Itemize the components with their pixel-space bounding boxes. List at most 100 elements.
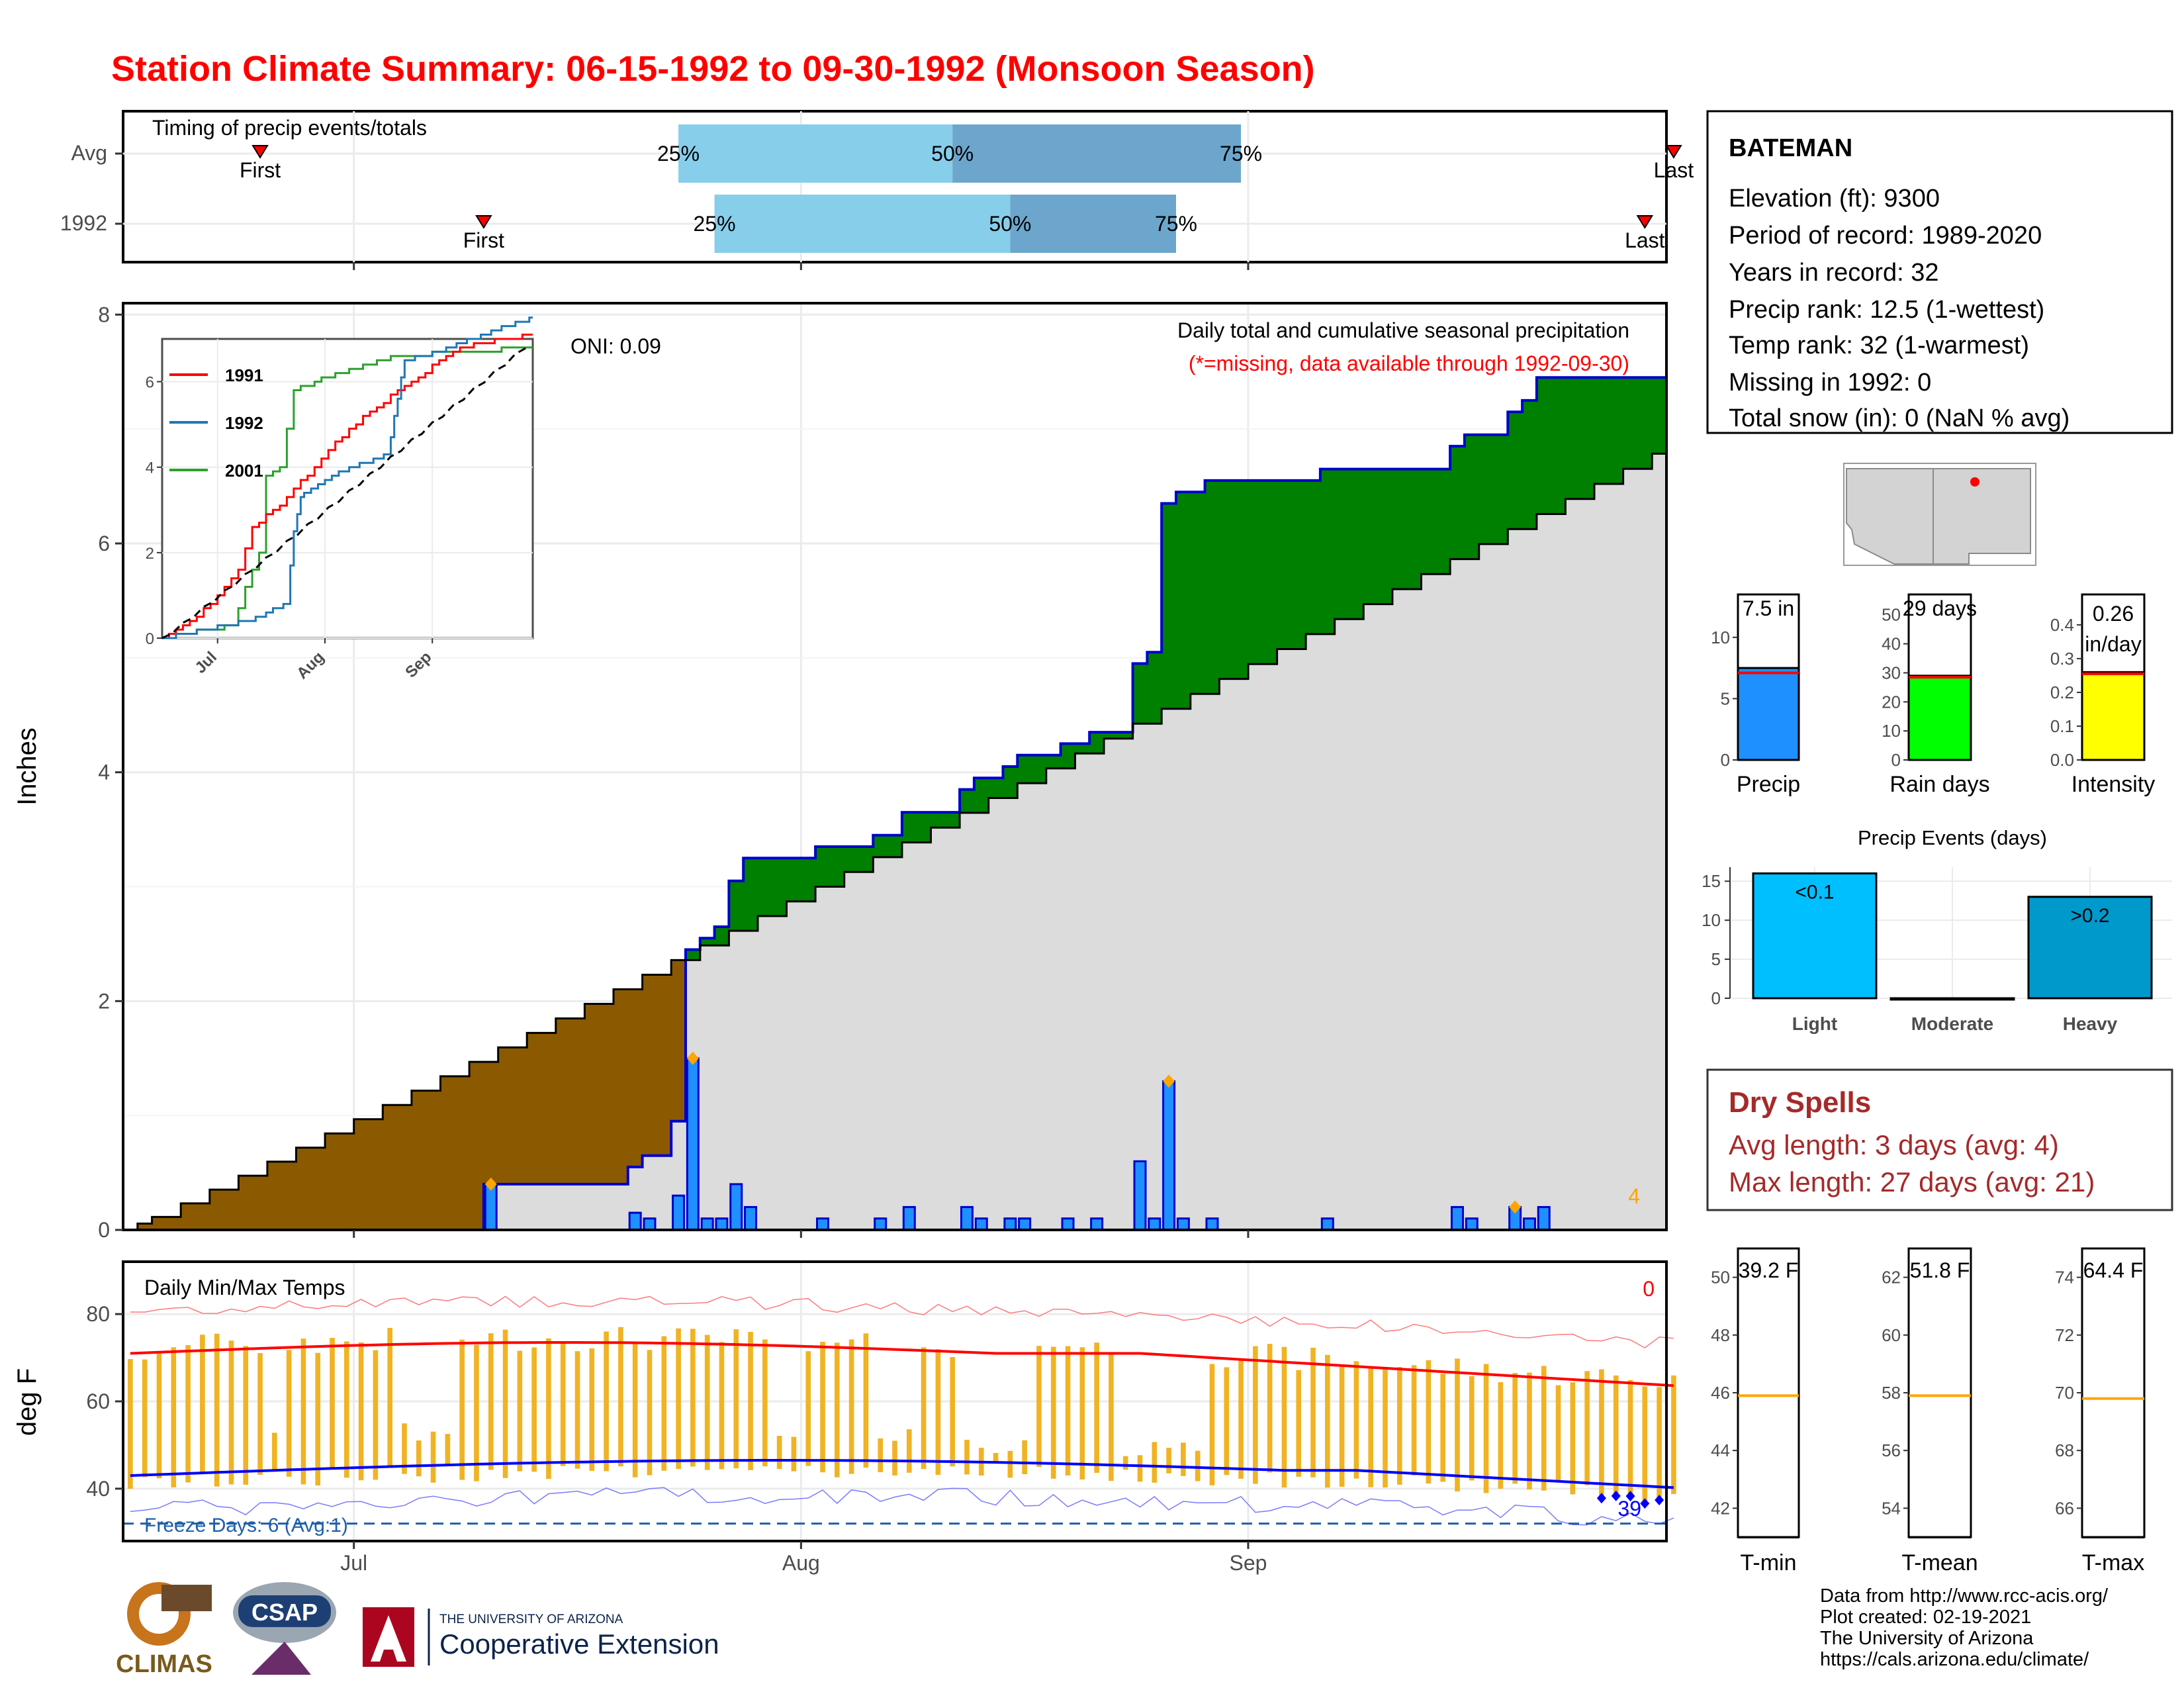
mini-bar-value	[1907, 675, 1972, 761]
cumulative-average-area	[123, 453, 1666, 1230]
daily-temp-range-bar	[1109, 1352, 1114, 1481]
daily-precip-bar	[1133, 1160, 1147, 1231]
daily-temp-range-bar	[1209, 1364, 1215, 1485]
timing-label-75: 75%	[1220, 142, 1262, 165]
mini-bar-tick-label: 0.2	[2050, 682, 2074, 702]
daily-temp-range-bar	[604, 1331, 609, 1472]
daily-temp-range-bar	[1555, 1385, 1561, 1482]
daily-temp-range-bar	[661, 1336, 667, 1471]
daily-temp-range-bar	[1527, 1372, 1532, 1490]
precip-y-tick-label: 4	[98, 761, 110, 784]
daily-temp-range-bar	[1411, 1365, 1417, 1476]
timing-first-label: First	[463, 228, 504, 252]
daily-temp-range-bar	[1022, 1440, 1027, 1475]
daily-precip-bar	[1003, 1217, 1017, 1231]
daily-precip-bar	[874, 1217, 887, 1231]
daily-temp-range-bar	[1281, 1346, 1287, 1488]
daily-temp-range-bar	[921, 1347, 927, 1470]
csap-logo: CSAP	[233, 1582, 336, 1675]
temp-summary-tick-label: 42	[1711, 1498, 1730, 1518]
timing-row-label-avg: Avg	[71, 141, 107, 165]
daily-temp-range-bar	[1383, 1368, 1388, 1487]
daily-precip-bar	[974, 1217, 988, 1231]
daily-temp-range-bar	[315, 1352, 321, 1486]
footer-url: https://cals.arizona.edu/climate/	[1820, 1649, 2089, 1670]
daily-temp-range-bar	[358, 1342, 364, 1481]
daily-temp-range-bar	[1642, 1386, 1648, 1504]
daily-temp-range-bar	[560, 1343, 566, 1466]
average-max-temp-line	[130, 1341, 1674, 1387]
temp-summary-value-bar	[1909, 1537, 1971, 1538]
inset-legend: 1991 1992 2001	[169, 365, 263, 481]
daily-temp-range-bar	[1339, 1366, 1345, 1487]
daily-precip-bar	[628, 1211, 642, 1231]
temp-y-tick-label: 80	[86, 1302, 110, 1326]
temp-summary-name: T-max	[2082, 1550, 2144, 1575]
mini-bar-tick-label: 10	[1882, 721, 1901, 741]
daily-temp-range-bar	[1050, 1346, 1056, 1479]
mini-bar-tick-label: 10	[1711, 628, 1730, 647]
station-snow: Total snow (in): 0 (NaN % avg)	[1729, 404, 2070, 432]
surplus-area	[685, 377, 1666, 961]
daily-temp-range-bar	[257, 1353, 263, 1475]
station-temp-rank: Temp rank: 32 (1-warmest)	[1729, 332, 2029, 359]
record-min-line	[130, 1487, 1674, 1526]
daily-temp-range-bar	[1325, 1354, 1330, 1488]
extreme-precip-marker	[484, 1177, 497, 1191]
daily-temp-range-bar	[748, 1332, 753, 1470]
daily-temp-range-bar	[546, 1338, 551, 1479]
daily-temp-range-bar	[1455, 1358, 1460, 1492]
temp-summary-tick-label: 72	[2055, 1325, 2074, 1345]
dry-spells-frame	[1706, 1068, 2173, 1211]
precip-events-chart: <0.1 Light Moderate >0.2 Heavy 0 5 10 15	[1702, 867, 2172, 1034]
events-y-tick-label: 10	[1702, 910, 1721, 930]
daily-precip-bar	[744, 1205, 758, 1231]
climas-wordmark: CLIMAS	[116, 1650, 212, 1678]
daily-precip-bar	[1450, 1205, 1464, 1231]
daily-temp-range-bar	[719, 1342, 725, 1470]
timing-bar-50-75	[952, 124, 1242, 183]
temp-summary-value-label: 39.2 F	[1739, 1258, 1799, 1282]
timing-bar-25-50	[714, 195, 1011, 253]
daily-temp-range-bar	[1353, 1361, 1359, 1479]
mini-bar-tick-label: 5	[1721, 688, 1730, 708]
daily-temp-range-bar	[1469, 1376, 1475, 1481]
daily-precip-bar	[1018, 1217, 1032, 1231]
daily-precip-bar	[1176, 1217, 1190, 1231]
station-info-frame	[1706, 110, 2173, 434]
mini-bar-value	[2081, 671, 2146, 761]
daily-precip-bar	[1090, 1217, 1104, 1231]
timing-last-label: Last	[1654, 158, 1694, 182]
seasonal-total-bars: 0 5 10 7.5 in Precip 0 10 20 30 40 50 29 days Rain d…	[1711, 593, 2155, 797]
hot-days-count: 0	[1643, 1277, 1655, 1301]
daily-precip-bar	[816, 1217, 830, 1231]
cold-day-marker	[1655, 1495, 1664, 1506]
daily-temp-range-bar	[935, 1349, 941, 1476]
daily-temp-range-bar	[892, 1440, 897, 1476]
inset-gridlines	[162, 339, 533, 639]
mini-bar-tick-label: 0.4	[2050, 615, 2074, 635]
precip-panel: 0 2 4 6 8 Inches Daily total and cumulative …	[13, 302, 1668, 1242]
station-years: Years in record: 32	[1729, 259, 1939, 287]
daily-temp-range-bar	[776, 1436, 782, 1470]
temp-summary-tick-label: 68	[2055, 1440, 2074, 1460]
climas-emblem-band	[161, 1585, 212, 1611]
csap-mountain	[251, 1642, 311, 1675]
daily-temp-range-bar	[430, 1431, 436, 1483]
mini-bar-unit-label: in/day	[2085, 632, 2141, 656]
daily-temp-range-bar	[1166, 1448, 1171, 1474]
legend-label-1992: 1992	[225, 413, 263, 433]
events-y-tick-label: 0	[1711, 988, 1721, 1008]
daily-temp-range-bar	[618, 1327, 623, 1467]
daily-temp-range-bar	[1584, 1371, 1590, 1485]
daily-precip-bar	[729, 1183, 743, 1231]
precip-caption: Daily total and cumulative seasonal prec…	[1177, 318, 1629, 342]
station-elevation: Elevation (ft): 9300	[1729, 185, 1940, 212]
footer-credits: Data from http://www.rcc-acis.org/ Plot …	[1820, 1585, 2109, 1670]
daily-temp-range-bar	[676, 1328, 681, 1470]
daily-temp-range-bar	[243, 1346, 249, 1485]
events-bar-heavy	[2027, 896, 2153, 1000]
daily-temp-range-bar	[1007, 1450, 1013, 1478]
temp-summary-value-label: 64.4 F	[2083, 1258, 2144, 1282]
daily-precip-bar	[1465, 1217, 1479, 1231]
